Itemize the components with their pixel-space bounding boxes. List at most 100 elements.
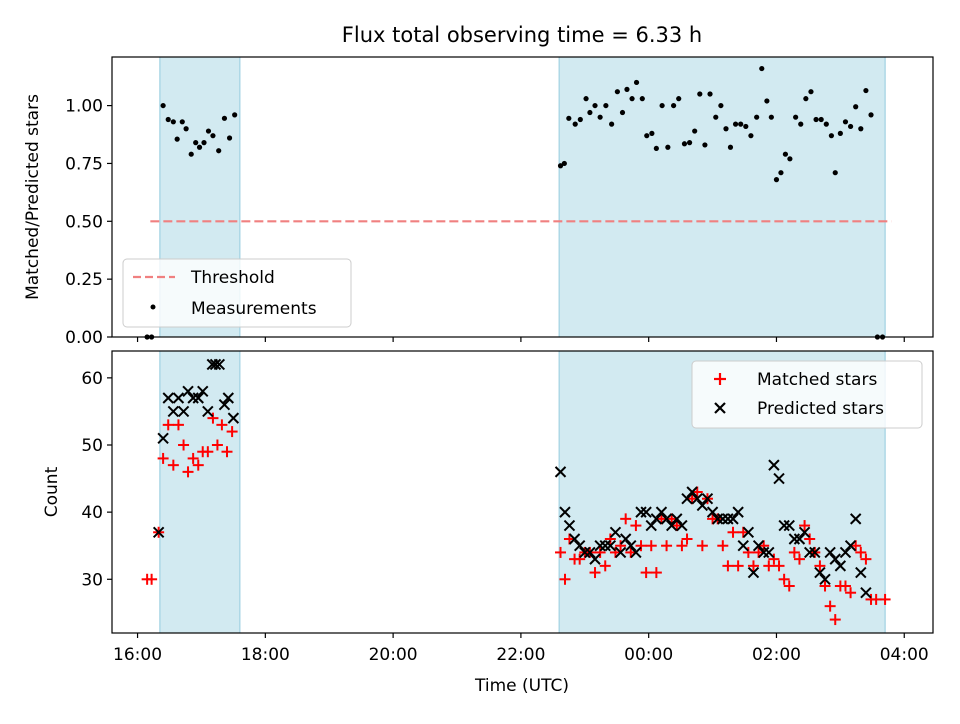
predicted-star-point (752, 540, 765, 552)
measurement-point (743, 123, 749, 130)
predicted-star-point (732, 506, 744, 518)
matched-legend-swatch (714, 373, 726, 385)
predicted-star-point (819, 573, 831, 585)
predicted-star-point (192, 392, 204, 404)
predicted-star-point (554, 466, 567, 478)
matched-star-point (211, 439, 223, 451)
matched-star-point (589, 567, 601, 579)
measurement-point (644, 133, 650, 139)
predicted-star-point (635, 506, 647, 518)
bottom-panel: 16:00 18:00 20:00 22:00 00:00 02:00 04:00 30 40… (42, 350, 934, 696)
matched-star-point (216, 419, 228, 431)
predicted-star-point (167, 405, 180, 418)
predicted-star-point (788, 533, 801, 545)
matched-star-point (555, 546, 567, 558)
chart-title: Flux total observing time = 6.33 h (342, 23, 702, 47)
matched-star-point (850, 540, 862, 552)
matched-star-point (192, 459, 204, 471)
measurement-point (793, 114, 799, 120)
measurement-point (659, 102, 665, 109)
x-tick-label: 20:00 (369, 645, 418, 665)
predicted-star-point (609, 526, 622, 538)
measurement-point (614, 89, 620, 95)
measurement-point (778, 170, 784, 176)
matched-star-point (773, 560, 785, 572)
predicted-star-point (162, 392, 174, 404)
measurement-point (653, 145, 659, 152)
measurement-point (205, 128, 212, 134)
measurement-point (773, 177, 780, 183)
measurement-point (768, 114, 774, 120)
measurement-point (813, 116, 819, 123)
matched-star-point (182, 466, 194, 478)
predicted-star-point (793, 533, 806, 545)
measurement-point (718, 102, 724, 109)
predicted-star-point (650, 513, 663, 525)
measurement-point (808, 89, 814, 95)
predicted-star-point (681, 493, 693, 505)
measurement-point (619, 109, 626, 116)
measurement-point (179, 119, 185, 125)
measurement-point (592, 102, 598, 109)
measurement-point (764, 98, 770, 104)
matched-star-point (661, 540, 673, 552)
matched-star-point (696, 540, 708, 552)
predicted-star-point (824, 546, 836, 559)
observing-window-shade (159, 351, 240, 633)
predicted-star-point (209, 358, 222, 371)
top-axes-frame (111, 56, 934, 338)
matched-star-point (172, 419, 184, 431)
predicted-star-point (645, 519, 657, 532)
measurement-point (738, 121, 744, 127)
matched-star-point (742, 546, 754, 558)
predicted-star-point (757, 546, 770, 559)
measurement-point (639, 96, 645, 102)
predicted-star-point (860, 587, 872, 599)
matched-star-point (829, 614, 841, 626)
predicted-star-point (727, 513, 739, 525)
matched-star-point (645, 540, 657, 552)
predicted-star-point (604, 540, 617, 552)
predicted-legend-swatch (714, 402, 726, 414)
measurement-point (732, 121, 739, 127)
predicted-star-point (809, 546, 821, 559)
measurement-point (858, 126, 864, 132)
legend-matched: Matched stars (757, 370, 877, 390)
predicted-star-point (783, 519, 795, 532)
measurement-point (226, 135, 233, 141)
measurement-point (697, 91, 703, 97)
predicted-star-point (599, 540, 611, 552)
predicted-star-point (589, 553, 601, 565)
measurement-point (681, 141, 688, 147)
matched-star-point (758, 540, 770, 552)
predicted-star-point (701, 493, 714, 505)
measurement-point (165, 116, 171, 123)
matched-star-point (727, 526, 739, 538)
measurement-point (193, 140, 199, 146)
measurement-point (702, 142, 708, 148)
predicted-star-point (177, 405, 190, 418)
matched-star-point (599, 560, 611, 572)
predicted-star-point (773, 472, 785, 485)
measurement-point (566, 115, 572, 121)
matched-star-point (221, 446, 233, 458)
bottom-legend: Matched stars Predicted stars (691, 360, 923, 429)
predicted-star-point (691, 493, 703, 505)
measurement-point (633, 79, 640, 86)
top-y-tick-label: 0.00 (65, 328, 103, 348)
measurement-point (201, 140, 207, 146)
matched-star-point (604, 533, 616, 545)
predicted-star-point (619, 533, 632, 545)
matched-star-point (793, 553, 805, 565)
measurement-point (561, 160, 567, 167)
measurement-point (748, 133, 754, 139)
measurement-point (183, 126, 189, 132)
predicted-star-point (218, 399, 231, 411)
measurement-point (868, 112, 874, 118)
matched-star-point (202, 446, 214, 458)
bottom-y-tick-label: 50 (81, 436, 103, 456)
predicted-star-point (768, 459, 780, 471)
legend-predicted: Predicted stars (757, 399, 884, 419)
measurement-point (853, 104, 859, 110)
